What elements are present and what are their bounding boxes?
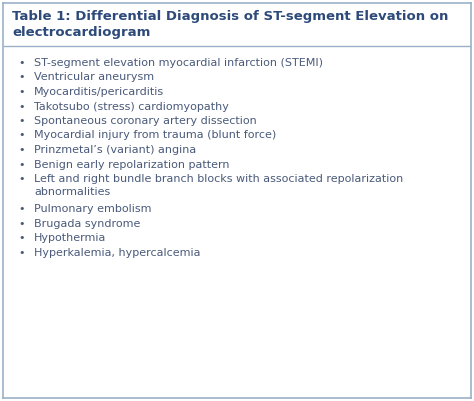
Text: Prinzmetal’s (variant) angina: Prinzmetal’s (variant) angina xyxy=(34,145,196,155)
Text: Hyperkalemia, hypercalcemia: Hyperkalemia, hypercalcemia xyxy=(34,248,201,258)
Text: Table 1: Differential Diagnosis of ST-segment Elevation on: Table 1: Differential Diagnosis of ST-se… xyxy=(12,10,448,23)
Text: Takotsubo (stress) cardiomyopathy: Takotsubo (stress) cardiomyopathy xyxy=(34,101,229,111)
Text: •: • xyxy=(19,160,25,170)
Text: Myocardial injury from trauma (blunt force): Myocardial injury from trauma (blunt for… xyxy=(34,130,276,140)
Text: •: • xyxy=(19,145,25,155)
Text: •: • xyxy=(19,58,25,68)
Text: Ventricular aneurysm: Ventricular aneurysm xyxy=(34,73,154,83)
Text: •: • xyxy=(19,219,25,229)
Text: •: • xyxy=(19,205,25,215)
Text: Spontaneous coronary artery dissection: Spontaneous coronary artery dissection xyxy=(34,116,257,126)
Text: Left and right bundle branch blocks with associated repolarization
abnormalities: Left and right bundle branch blocks with… xyxy=(34,174,403,197)
Text: Benign early repolarization pattern: Benign early repolarization pattern xyxy=(34,160,229,170)
Text: Myocarditis/pericarditis: Myocarditis/pericarditis xyxy=(34,87,164,97)
Text: •: • xyxy=(19,130,25,140)
Text: •: • xyxy=(19,101,25,111)
Text: •: • xyxy=(19,174,25,184)
Text: Hypothermia: Hypothermia xyxy=(34,233,106,243)
Text: •: • xyxy=(19,87,25,97)
Text: •: • xyxy=(19,116,25,126)
Text: ST-segment elevation myocardial infarction (STEMI): ST-segment elevation myocardial infarcti… xyxy=(34,58,323,68)
Text: •: • xyxy=(19,233,25,243)
Text: Brugada syndrome: Brugada syndrome xyxy=(34,219,140,229)
Text: electrocardiogram: electrocardiogram xyxy=(12,26,150,39)
Text: •: • xyxy=(19,73,25,83)
Text: Pulmonary embolism: Pulmonary embolism xyxy=(34,205,152,215)
Text: •: • xyxy=(19,248,25,258)
